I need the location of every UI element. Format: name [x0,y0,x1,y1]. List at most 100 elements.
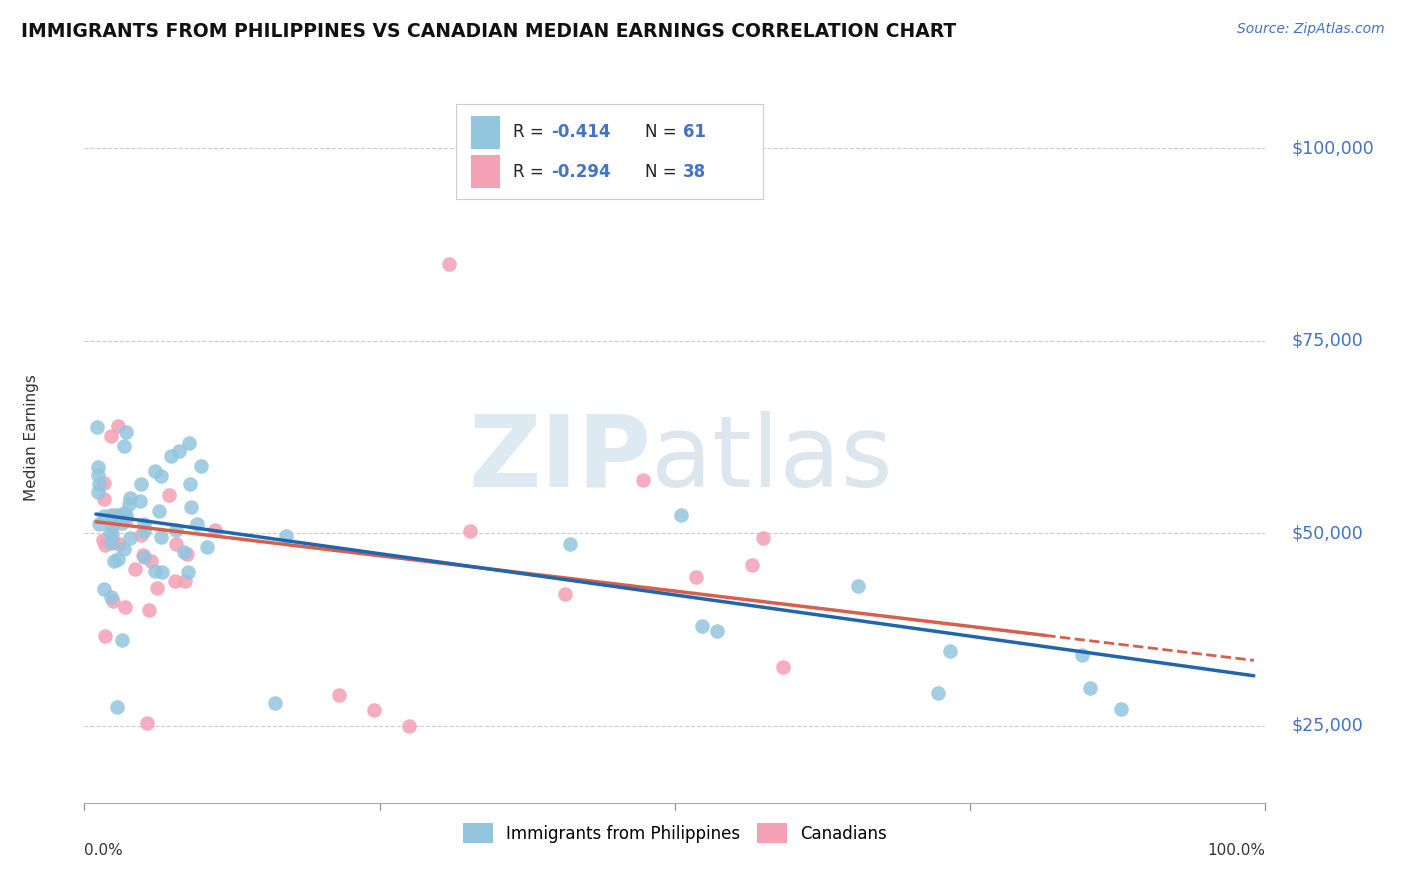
Point [107,700,129,714]
Point [87,459,110,474]
Point [328,688,350,702]
Point [107,508,129,523]
Point [276,529,298,543]
Point [118,531,141,545]
Text: Source: ZipAtlas.com: Source: ZipAtlas.com [1237,22,1385,37]
Point [91,533,114,547]
Text: 0.0%: 0.0% [84,843,124,858]
Point [128,494,150,508]
Point [134,517,156,532]
Point [114,599,136,614]
Point [752,531,775,545]
Point [150,468,173,483]
Point [1109,702,1132,716]
Point [165,523,187,537]
Point [129,527,152,541]
Text: 61: 61 [683,123,706,141]
Point [631,474,654,488]
Point [741,558,763,573]
Point [103,594,125,608]
Point [1070,648,1092,662]
Point [179,476,201,491]
Text: -0.414: -0.414 [551,123,610,141]
Point [111,633,134,648]
Point [554,587,576,601]
Text: $75,000: $75,000 [1291,332,1364,350]
Point [112,507,135,521]
Point [149,530,172,544]
Point [169,443,191,458]
Point [138,603,160,617]
Text: ZIP: ZIP [468,410,651,508]
Point [89,517,111,532]
Text: $25,000: $25,000 [1291,717,1364,735]
Text: $100,000: $100,000 [1291,139,1374,157]
Point [112,542,135,557]
Point [135,716,157,731]
Point [437,257,460,271]
Point [100,526,122,541]
Point [157,488,180,502]
Point [846,579,869,593]
Point [159,450,181,464]
Point [706,624,728,639]
Point [107,551,129,566]
Point [1078,681,1101,696]
Point [177,565,200,579]
Point [173,574,195,589]
Point [204,524,226,538]
Point [363,703,385,717]
Point [143,564,166,578]
Point [93,582,115,597]
Point [93,475,115,490]
Point [398,719,420,733]
Point [176,548,198,562]
Point [669,508,692,523]
Point [150,565,173,579]
Text: $50,000: $50,000 [1291,524,1364,542]
Point [103,553,125,567]
Text: Median Earnings: Median Earnings [24,374,39,500]
Point [107,537,129,551]
Point [111,516,134,531]
Point [115,512,138,526]
Point [101,534,124,549]
Point [134,549,156,564]
Point [89,477,111,491]
Point [100,508,122,523]
Point [100,590,122,604]
Legend: Immigrants from Philippines, Canadians: Immigrants from Philippines, Canadians [456,817,894,849]
Point [131,548,153,562]
Point [146,581,169,595]
Point [264,696,287,710]
Point [93,508,115,523]
Point [685,570,707,584]
Point [690,619,713,633]
Point [190,459,212,474]
Point [165,536,187,550]
Point [129,477,152,491]
Text: R =: R = [513,162,550,180]
Point [86,420,108,434]
Text: 38: 38 [683,162,706,180]
Point [100,520,122,534]
Point [186,516,208,531]
Point [100,536,122,550]
Point [143,464,166,478]
Text: IMMIGRANTS FROM PHILIPPINES VS CANADIAN MEDIAN EARNINGS CORRELATION CHART: IMMIGRANTS FROM PHILIPPINES VS CANADIAN … [21,22,956,41]
Point [93,492,115,507]
Point [120,491,142,505]
Text: 100.0%: 100.0% [1208,843,1265,858]
Point [458,524,481,538]
Point [927,686,949,700]
Point [115,425,138,439]
Point [100,428,122,442]
Point [134,524,156,539]
Point [87,484,110,499]
Point [114,508,136,523]
FancyBboxPatch shape [471,155,501,188]
Point [107,419,129,434]
Point [165,574,187,589]
Point [98,524,121,539]
Text: -0.294: -0.294 [551,162,610,180]
